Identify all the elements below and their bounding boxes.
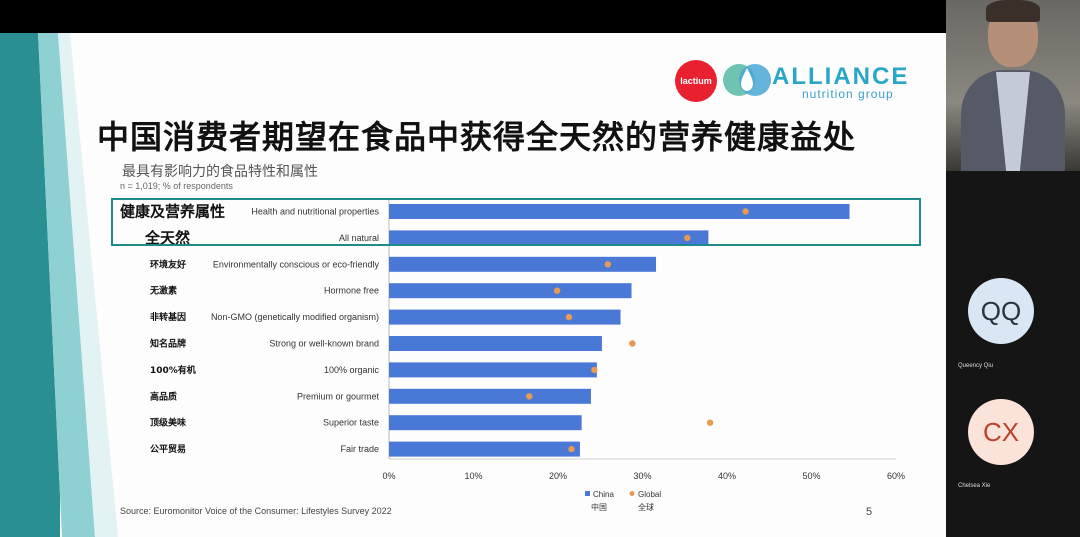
china-bar (389, 256, 657, 272)
category-label-en: Non-GMO (genetically modified organism) (211, 312, 379, 322)
legend-global-swatch (629, 491, 635, 496)
source-note: Source: Euromonitor Voice of the Consume… (120, 506, 392, 516)
global-dot (565, 313, 573, 321)
category-label-en: Strong or well-known brand (269, 339, 379, 349)
lactium-logo: lactium (675, 60, 717, 102)
participant-name: Chelsea Xie (958, 483, 991, 489)
china-bar (389, 336, 602, 351)
x-tick-label: 10% (464, 471, 482, 481)
slide-title: 中国消费者期望在食品中获得全天然的营养健康益处 (97, 119, 857, 155)
category-label-en: 100% organic (324, 365, 380, 375)
x-tick-label: 20% (549, 471, 567, 481)
participant-avatar[interactable]: QQ (968, 278, 1034, 344)
participant-avatar[interactable]: CX (968, 399, 1034, 465)
china-bar (389, 204, 850, 219)
participants-panel: QQ Queency Qiu CX Chelsea Xie (946, 0, 1080, 537)
category-label-cn: 环境友好 (150, 258, 186, 270)
global-dot (742, 208, 749, 215)
global-dot (629, 340, 636, 347)
category-label-cn: 100%有机 (150, 364, 196, 376)
legend-china-label-cn: 中国 (591, 502, 607, 512)
global-dot (706, 419, 714, 426)
presentation-slide: lactium ALLIANCE nutrition group 中国消费者期望… (0, 33, 946, 537)
china-bar (389, 283, 632, 299)
china-bar (389, 230, 709, 246)
china-bar (389, 362, 597, 378)
category-label-cn: 高品质 (150, 390, 177, 402)
category-label-en: Environmentally conscious or eco-friendl… (213, 259, 380, 269)
category-label-cn: 公平贸易 (150, 443, 186, 455)
page-number: 5 (866, 506, 873, 518)
china-bar (389, 388, 591, 404)
person-hair (986, 0, 1040, 22)
chart-subtitle: 最具有影响力的食品特性和属性 (122, 163, 318, 179)
alliance-logo-mark (723, 64, 771, 96)
category-label-en: Fair trade (340, 444, 379, 454)
legend-china-label: China (593, 490, 614, 499)
x-tick-label: 0% (382, 471, 395, 481)
global-dot (591, 366, 598, 374)
category-label-en: Hormone free (324, 286, 379, 296)
global-dot (553, 287, 561, 294)
china-bar (389, 309, 621, 325)
legend-global-label-cn: 全球 (638, 502, 654, 512)
category-label-cn: 非转基因 (150, 311, 186, 323)
alliance-logo-name: ALLIANCE (772, 63, 910, 90)
sample-note: n = 1,019; % of respondents (120, 181, 233, 191)
category-label-cn: 健康及营养属性 (120, 203, 225, 221)
china-bar (389, 441, 580, 457)
global-dot (684, 234, 691, 242)
x-tick-label: 30% (633, 471, 651, 481)
highlight-box (111, 198, 921, 246)
category-label-en: All natural (339, 233, 379, 243)
category-label-en: Superior taste (323, 418, 379, 428)
global-dot (568, 445, 575, 453)
china-bar (389, 415, 582, 431)
legend-global-label: Global (638, 490, 661, 499)
legend-china-swatch (585, 491, 590, 496)
category-label-cn: 全天然 (144, 229, 190, 247)
x-tick-label: 50% (802, 471, 820, 481)
category-label-cn: 顶级美味 (150, 417, 186, 429)
category-label-en: Premium or gourmet (297, 391, 380, 401)
category-label-en: Health and nutritional properties (251, 207, 379, 217)
x-tick-label: 60% (887, 471, 905, 481)
participant-video[interactable] (946, 0, 1080, 171)
global-dot (604, 261, 612, 268)
alliance-logo-subtitle: nutrition group (802, 87, 894, 101)
bar-chart: 0% 10% 20% 30% 40% 50% 60% Health and nutrition… (120, 198, 905, 512)
global-dot (526, 393, 533, 400)
participant-name: Queency Qiu (958, 363, 994, 369)
category-label-cn: 知名品牌 (149, 338, 186, 350)
x-tick-label: 40% (718, 471, 736, 481)
category-label-cn: 无激素 (149, 285, 177, 297)
